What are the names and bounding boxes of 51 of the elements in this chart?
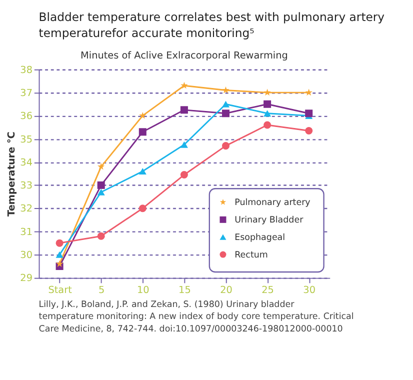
- legend-label: Esophageal: [234, 233, 286, 244]
- point: [264, 121, 272, 129]
- y-tick-label: 33: [20, 180, 32, 192]
- point: [180, 171, 188, 179]
- text: Lilly, J.K., Boland, J.P. and Zekan, S. (1980) Urinary bladder temperature monitoring: A new index of body core temperature. Critical Care Medicine, 8, 742-744. doi:10.1097/00003246-198012000-00010: [38, 300, 354, 334]
- chart-subtitle: Minutes of Aclive Exlracorporal Rewarming: [80, 50, 288, 62]
- point: [56, 239, 64, 247]
- point: [56, 260, 64, 267]
- y-tick-label: 38: [20, 64, 32, 76]
- legend-label: Pulmonary artery: [234, 198, 310, 208]
- point: [97, 181, 105, 189]
- x-tick-label: 10: [136, 284, 150, 296]
- point: [138, 168, 146, 175]
- y-axis-title: Temperature ℃: [6, 131, 18, 216]
- x-tick-label: Start: [48, 284, 72, 296]
- y-tick-label: 30: [20, 250, 32, 262]
- legend-label: Urinary Bladder: [234, 216, 304, 226]
- y-tick-label: 34: [20, 157, 32, 168]
- x-tick-label: 25: [262, 284, 274, 296]
- y-tick-label: 32: [20, 204, 32, 215]
- legend-label: Rectum: [234, 250, 268, 260]
- x-tick-label: 30: [303, 284, 316, 296]
- point: [97, 188, 105, 196]
- point: [222, 110, 230, 118]
- y-tick-label: 29: [20, 273, 32, 284]
- point: [180, 141, 188, 148]
- point: [97, 232, 105, 240]
- point: [139, 112, 146, 119]
- point: [222, 142, 230, 150]
- y-tick-label: 31: [20, 226, 32, 238]
- point: [138, 204, 146, 212]
- x-tick-label: 15: [178, 284, 191, 296]
- point: [264, 110, 272, 117]
- chart-title: Bladder temperature correlates best with pulmonary artery temperaturefor accurate monitoring⁵: [38, 10, 385, 40]
- point: [305, 88, 312, 96]
- point: [56, 251, 64, 258]
- point: [98, 162, 105, 170]
- point: [305, 110, 313, 118]
- point: [138, 128, 146, 136]
- y-tick-label: 35: [20, 134, 32, 146]
- x-tick-label: 5: [98, 284, 105, 296]
- x-tick-label: 20: [220, 284, 232, 296]
- point: [264, 100, 272, 108]
- point: [222, 100, 230, 108]
- point: [222, 86, 230, 94]
- point: [180, 82, 188, 89]
- y-tick-label: 37: [20, 88, 32, 99]
- point: [305, 127, 313, 135]
- point: [180, 106, 188, 114]
- point: [264, 88, 271, 96]
- y-tick-label: 36: [20, 111, 32, 122]
